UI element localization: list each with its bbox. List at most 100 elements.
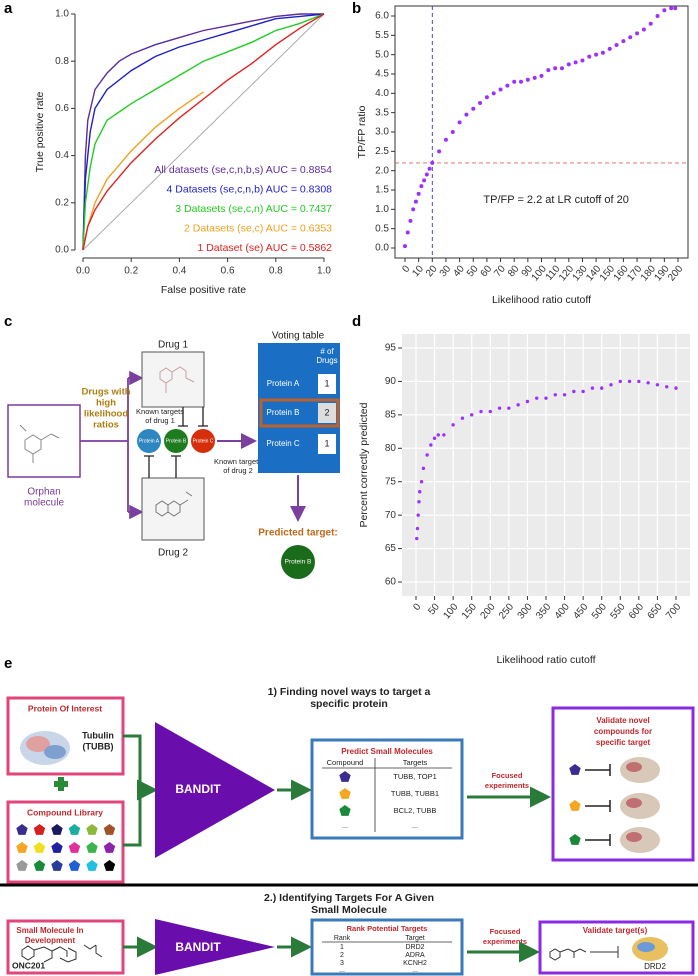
table-header: # of xyxy=(320,347,334,356)
point xyxy=(425,453,429,457)
x-tick-label: 0.6 xyxy=(221,266,235,277)
point xyxy=(491,91,496,96)
point xyxy=(648,21,653,26)
point xyxy=(674,386,678,390)
predicted-label: Predicted target: xyxy=(258,528,337,539)
step-label: experiments xyxy=(483,937,527,946)
point xyxy=(544,396,548,400)
table-cell-text: 2 xyxy=(324,407,329,417)
protein-label: Protein B xyxy=(166,438,187,444)
molecule-name: ONC201 xyxy=(12,960,45,970)
protein-node xyxy=(281,545,315,579)
point xyxy=(450,130,455,134)
y-tick-label: 4.5 xyxy=(375,69,389,80)
x-axis-label: Likelihood ratio cutoff xyxy=(496,654,595,666)
table-cell: DRD2 xyxy=(405,944,424,951)
point xyxy=(408,218,413,223)
drug-label: Drug 1 xyxy=(158,340,188,351)
table-box xyxy=(310,918,464,976)
library-box xyxy=(6,800,125,884)
point xyxy=(505,83,510,88)
point xyxy=(662,8,667,13)
point xyxy=(609,383,613,387)
table-cell-text: Protein B xyxy=(267,408,300,417)
step-label: Focused xyxy=(490,927,521,936)
y-tick-label: 1.0 xyxy=(375,204,389,215)
point xyxy=(429,443,433,447)
x-tick-label: 100 xyxy=(441,601,460,621)
point xyxy=(665,385,669,389)
point xyxy=(419,184,424,189)
y-tick-label: 0.0 xyxy=(375,243,389,254)
y-tick-label: 0.0 xyxy=(55,245,69,256)
y-tick-label: 80 xyxy=(385,443,397,454)
x-tick-label: 0.0 xyxy=(76,266,90,277)
table-cell: ... xyxy=(412,967,418,974)
box-title: Validate novel xyxy=(596,716,649,725)
point xyxy=(655,383,660,387)
highlight xyxy=(259,398,340,428)
table-title: Voting table xyxy=(272,331,325,342)
point xyxy=(470,413,474,417)
table-cell-text: Protein C xyxy=(266,439,300,448)
panel-label: c xyxy=(4,313,12,330)
point xyxy=(427,166,432,171)
point xyxy=(498,87,503,92)
box-title: compounds for xyxy=(594,727,652,736)
plus-icon xyxy=(54,777,68,791)
table-header: Drugs xyxy=(316,356,337,365)
table-header: Targets xyxy=(403,758,428,767)
x-tick-label: 50 xyxy=(426,601,442,617)
point xyxy=(655,14,660,18)
table-cell: 2 xyxy=(340,952,344,959)
point xyxy=(484,95,489,100)
molecule-icon xyxy=(21,944,103,963)
point xyxy=(479,409,483,414)
point xyxy=(532,75,537,80)
point xyxy=(460,416,465,420)
box-title: Validate target(s) xyxy=(583,926,648,935)
point xyxy=(512,79,517,84)
section-title: specific protein xyxy=(310,698,388,710)
point xyxy=(669,6,674,11)
protein-name: Tubulin xyxy=(82,730,114,740)
y-tick-label: 6.0 xyxy=(375,11,389,22)
y-tick-label: 0.5 xyxy=(375,223,389,234)
legend-entry: 2 Datasets (se,c) AUC = 0.6353 xyxy=(184,222,332,234)
drugs-label: high xyxy=(96,398,116,409)
point xyxy=(628,35,633,40)
molecule-icon xyxy=(155,491,193,517)
y-tick-label: 70 xyxy=(385,510,397,521)
point xyxy=(641,27,646,32)
box-title: specific target xyxy=(596,738,651,747)
point xyxy=(590,386,595,390)
point xyxy=(497,406,502,410)
x-tick-label: 1.0 xyxy=(317,266,331,277)
point xyxy=(471,106,476,111)
point xyxy=(442,433,446,437)
x-tick-label: 0 xyxy=(400,263,412,275)
x-tick-label: 0.4 xyxy=(172,266,186,277)
drugs-label: Drugs with xyxy=(81,387,130,398)
point xyxy=(507,406,511,410)
box-title: Protein Of Interest xyxy=(28,703,102,713)
table-cell: 1 xyxy=(340,944,344,951)
point xyxy=(562,393,567,397)
point xyxy=(553,393,557,397)
x-tick-label: 0 xyxy=(411,601,423,613)
x-tick-label: 400 xyxy=(553,601,572,621)
x-axis-label: False positive rate xyxy=(161,284,246,296)
point xyxy=(464,112,469,117)
table-header: Target xyxy=(405,935,425,942)
y-tick-label: 3.5 xyxy=(375,107,389,118)
y-axis-label: Percent correctly predicted xyxy=(358,402,370,527)
point xyxy=(581,389,585,394)
point xyxy=(424,172,429,177)
table-cell xyxy=(318,374,336,394)
point xyxy=(416,513,420,517)
label-bg xyxy=(82,386,126,431)
table-cell: KCNH2 xyxy=(403,960,427,967)
point xyxy=(415,526,420,531)
x-tick-label: 0.8 xyxy=(269,266,283,277)
legend-entry: 4 Datasets (se,c,n,b) AUC = 0.8308 xyxy=(167,183,333,195)
